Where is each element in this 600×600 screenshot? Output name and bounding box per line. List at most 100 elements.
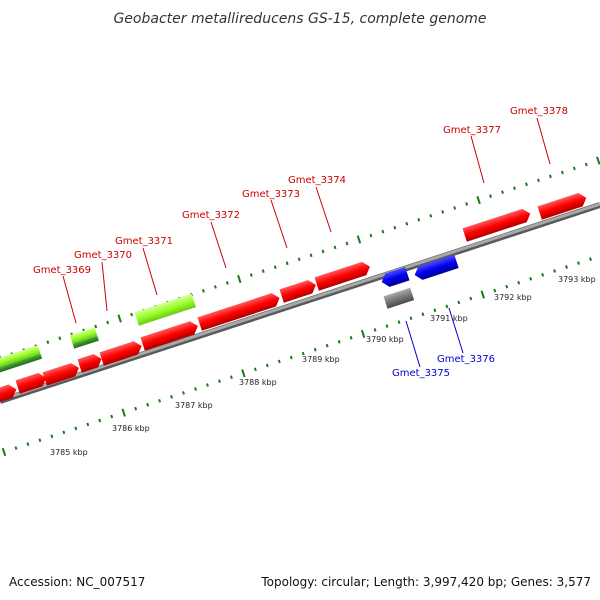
minor-tick	[493, 288, 497, 293]
kbp-label: 3793 kbp	[558, 275, 596, 284]
leader-line-gmet-3374	[315, 186, 332, 233]
minor-tick	[489, 194, 493, 198]
kbp-label: 3790 kbp	[366, 335, 404, 344]
kbp-label: 3788 kbp	[239, 378, 277, 387]
major-tick	[596, 156, 600, 165]
cds-arrow-gmet-3375[interactable]	[380, 267, 410, 289]
minor-tick	[134, 406, 138, 411]
minor-tick	[369, 233, 373, 238]
gene-label-gmet-3375[interactable]: Gmet_3375	[392, 368, 450, 379]
gene-bar-partial-left[interactable]	[0, 345, 43, 375]
minor-tick	[405, 221, 409, 226]
minor-tick	[572, 166, 576, 171]
minor-tick	[58, 336, 62, 341]
minor-tick	[409, 316, 413, 320]
genome-backbone-highlight	[0, 202, 600, 402]
minor-tick	[584, 162, 588, 167]
minor-tick	[249, 273, 253, 277]
minor-tick	[393, 225, 397, 230]
kbp-label: 3789 kbp	[302, 355, 340, 364]
major-tick	[1, 447, 7, 457]
gene-label-gmet-3377[interactable]: Gmet_3377	[443, 125, 501, 136]
major-tick	[121, 408, 126, 417]
minor-tick	[465, 202, 469, 206]
minor-tick	[158, 398, 162, 403]
minor-tick	[297, 257, 301, 262]
map-title: Geobacter metallireducens GS-15, complet…	[113, 11, 486, 27]
gene-label-gmet-3372[interactable]: Gmet_3372	[182, 210, 240, 221]
minor-tick	[213, 285, 217, 289]
cds-arrow-gmet-3374[interactable]	[314, 260, 373, 291]
minor-tick	[130, 312, 134, 317]
leader-line-gmet-3376	[448, 307, 464, 354]
minor-tick	[469, 296, 473, 301]
major-tick	[241, 369, 246, 378]
minor-tick	[62, 430, 66, 435]
major-tick	[356, 235, 362, 244]
kbp-label: 3791 kbp	[430, 314, 468, 323]
cds-arrow-gmet-3378[interactable]	[537, 191, 589, 220]
minor-tick	[289, 355, 293, 360]
minor-tick	[325, 343, 329, 348]
gene-bar-gmet-3371[interactable]	[134, 293, 196, 326]
accession-text: Accession: NC_007517	[9, 575, 145, 589]
minor-tick	[14, 446, 18, 450]
minor-tick	[86, 422, 90, 427]
leader-line-gmet-3375	[405, 320, 421, 368]
minor-tick	[74, 426, 78, 431]
minor-tick	[589, 257, 592, 261]
gene-label-gmet-3369[interactable]: Gmet_3369	[33, 265, 91, 276]
minor-tick	[553, 269, 557, 273]
minor-tick	[513, 186, 516, 191]
gene-label-gmet-3373[interactable]: Gmet_3373	[242, 189, 300, 200]
major-tick	[476, 195, 481, 205]
gene-bar-gmet-3369[interactable]	[69, 327, 99, 349]
minor-tick	[541, 273, 545, 277]
minor-tick	[457, 300, 461, 305]
gene-bar-gmet-3375[interactable]	[383, 287, 415, 309]
minor-tick	[525, 182, 528, 187]
minor-tick	[445, 304, 449, 309]
minor-tick	[429, 214, 433, 218]
cds-arrow-gmet-3373[interactable]	[279, 278, 319, 303]
minor-tick	[548, 174, 552, 179]
leader-line-gmet-3370	[101, 261, 108, 312]
minor-tick	[194, 387, 197, 391]
minor-tick	[421, 312, 425, 317]
minor-tick	[201, 289, 205, 293]
cds-arrow[interactable]	[42, 361, 82, 386]
minor-tick	[560, 170, 564, 175]
minor-tick	[50, 434, 54, 439]
cds-arrow[interactable]	[15, 371, 49, 394]
gene-label-gmet-3370[interactable]: Gmet_3370	[74, 250, 132, 261]
minor-tick	[285, 261, 289, 266]
cds-arrow-gmet-3371[interactable]	[140, 319, 200, 351]
gene-label-gmet-3371[interactable]: Gmet_3371	[115, 236, 173, 247]
minor-tick	[26, 442, 30, 446]
cds-arrow-gmet-3377[interactable]	[462, 207, 533, 242]
minor-tick	[98, 418, 102, 423]
minor-tick	[110, 414, 114, 419]
leader-line-gmet-3372	[210, 221, 227, 269]
major-tick	[237, 274, 242, 284]
leader-line-gmet-3371	[142, 247, 158, 296]
minor-tick	[106, 320, 110, 325]
cds-arrow-gmet-3372[interactable]	[197, 291, 282, 331]
gene-label-gmet-3376[interactable]: Gmet_3376	[437, 354, 495, 365]
minor-tick	[529, 276, 533, 281]
minor-tick	[94, 324, 98, 329]
minor-tick	[309, 253, 313, 258]
cds-arrow-gmet-3370[interactable]	[99, 339, 144, 366]
minor-tick	[46, 340, 50, 345]
minor-tick	[218, 379, 221, 383]
cds-arrow-gmet-3369[interactable]	[77, 352, 104, 373]
cds-arrow-gmet-3376[interactable]	[413, 254, 459, 282]
minor-tick	[301, 351, 305, 356]
gene-label-gmet-3378[interactable]: Gmet_3378	[510, 106, 568, 117]
gene-label-gmet-3374[interactable]: Gmet_3374	[288, 175, 346, 186]
minor-tick	[265, 363, 269, 368]
minor-tick	[321, 249, 325, 254]
cds-arrow-partial-left[interactable]	[0, 383, 18, 405]
minor-tick	[381, 229, 385, 234]
